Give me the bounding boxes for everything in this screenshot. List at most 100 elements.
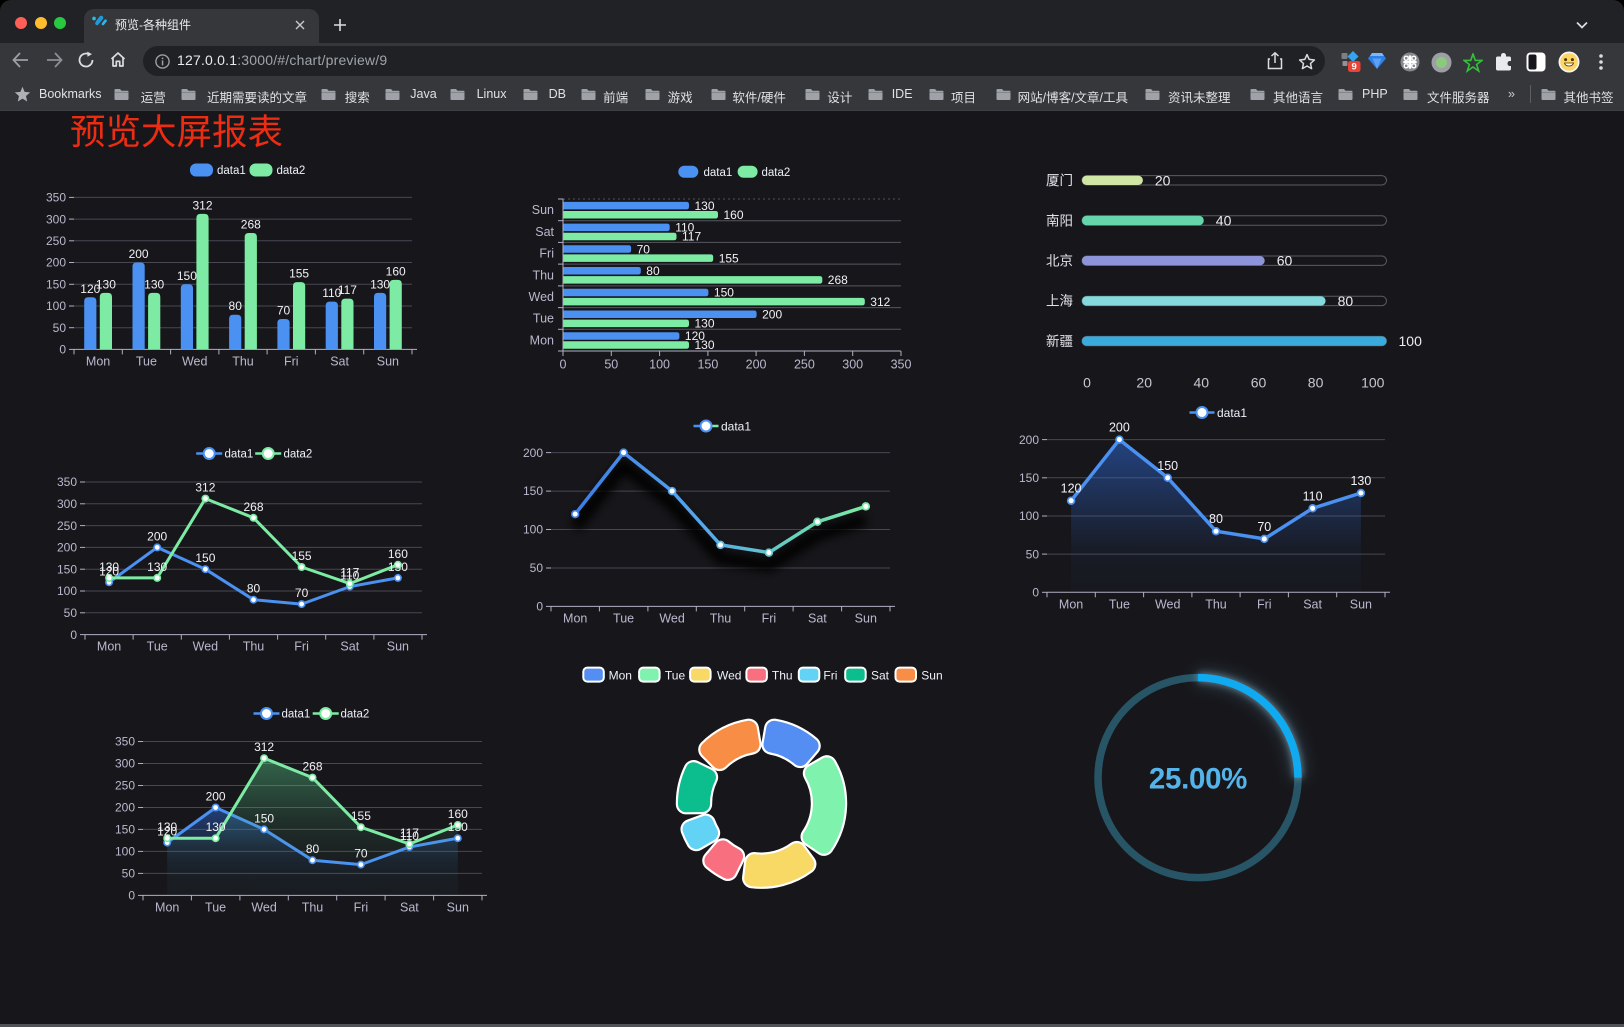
svg-text:Wed: Wed (659, 612, 685, 626)
svg-text:130: 130 (99, 560, 119, 574)
svg-text:155: 155 (351, 809, 371, 823)
svg-text:155: 155 (292, 549, 312, 563)
svg-text:200: 200 (57, 541, 77, 555)
svg-text:80: 80 (247, 582, 261, 596)
svg-text:Wed: Wed (182, 355, 208, 369)
svg-text:预览大屏报表: 预览大屏报表 (70, 112, 283, 152)
svg-text:Sat: Sat (808, 612, 827, 626)
svg-text:120: 120 (1061, 482, 1082, 496)
svg-text:20: 20 (1136, 375, 1152, 391)
svg-text:Sat: Sat (871, 669, 890, 683)
svg-text:350: 350 (115, 735, 135, 749)
svg-text:100: 100 (57, 584, 77, 598)
svg-text:40: 40 (1194, 375, 1210, 391)
svg-text:117: 117 (338, 283, 357, 297)
svg-text:150: 150 (714, 286, 734, 300)
svg-text:9: 9 (1352, 62, 1357, 72)
svg-text:150: 150 (523, 484, 543, 498)
svg-text:110: 110 (322, 286, 341, 300)
svg-text:Fri: Fri (762, 612, 777, 626)
svg-text:Thu: Thu (243, 640, 265, 654)
svg-text:100: 100 (1019, 509, 1039, 523)
svg-text:Fri: Fri (823, 669, 837, 683)
svg-text:120: 120 (157, 825, 177, 839)
svg-text:350: 350 (891, 358, 912, 372)
svg-text:Tue: Tue (613, 612, 634, 626)
svg-text:250: 250 (57, 519, 77, 533)
svg-text:0: 0 (70, 628, 77, 642)
svg-text:Wed: Wed (529, 290, 555, 304)
svg-text:100: 100 (115, 845, 135, 859)
svg-text:50: 50 (604, 358, 618, 372)
svg-text:Mon: Mon (97, 640, 121, 654)
svg-text:data2: data2 (341, 709, 370, 721)
svg-text:110: 110 (400, 829, 419, 843)
svg-text:268: 268 (828, 273, 848, 287)
svg-text:130: 130 (96, 277, 116, 291)
svg-text:130: 130 (147, 560, 167, 574)
svg-text:200: 200 (206, 790, 226, 804)
svg-text:130: 130 (144, 277, 164, 291)
svg-text:80: 80 (1209, 512, 1223, 526)
svg-text:Thu: Thu (710, 612, 732, 626)
svg-text:Thu: Thu (232, 355, 254, 369)
svg-text:data1: data1 (225, 449, 254, 461)
svg-text:Thu: Thu (532, 268, 554, 282)
svg-text:25.00%: 25.00% (1149, 763, 1247, 796)
svg-text:Sat: Sat (535, 225, 554, 239)
svg-text:Sat: Sat (340, 640, 359, 654)
svg-text:130: 130 (388, 560, 408, 574)
svg-text:50: 50 (1026, 547, 1040, 561)
svg-text:110: 110 (675, 221, 694, 235)
svg-text:60: 60 (1251, 375, 1267, 391)
svg-text:150: 150 (1157, 459, 1178, 473)
svg-text:150: 150 (177, 269, 197, 283)
svg-text:厦门: 厦门 (1046, 173, 1073, 188)
svg-text:110: 110 (1303, 489, 1323, 503)
svg-text:300: 300 (46, 212, 66, 226)
svg-text:80: 80 (229, 299, 243, 313)
svg-text:80: 80 (1338, 293, 1354, 309)
svg-text:Sun: Sun (1350, 598, 1372, 612)
svg-text:Sun: Sun (387, 640, 409, 654)
svg-text:250: 250 (115, 779, 135, 793)
svg-text:上海: 上海 (1046, 294, 1073, 309)
svg-text:150: 150 (115, 823, 135, 837)
svg-text:40: 40 (1216, 213, 1232, 229)
svg-text:Fri: Fri (294, 640, 309, 654)
svg-text:50: 50 (53, 321, 67, 335)
svg-text:60: 60 (1277, 253, 1293, 269)
svg-text:Tue: Tue (205, 901, 226, 915)
svg-text:0: 0 (536, 600, 543, 614)
svg-text:50: 50 (530, 561, 544, 575)
svg-text:Fri: Fri (354, 901, 369, 915)
svg-text:Mon: Mon (86, 355, 110, 369)
svg-text:312: 312 (870, 295, 890, 309)
svg-text:150: 150 (46, 278, 66, 292)
svg-text:150: 150 (1019, 471, 1039, 485)
svg-text:Sat: Sat (1303, 598, 1322, 612)
svg-text:Sun: Sun (447, 901, 469, 915)
svg-text:北京: 北京 (1046, 254, 1073, 269)
svg-text:150: 150 (697, 358, 718, 372)
svg-text:80: 80 (646, 264, 660, 278)
svg-text:Tue: Tue (533, 312, 554, 326)
svg-text:100: 100 (46, 299, 66, 313)
svg-text:Sun: Sun (377, 355, 399, 369)
svg-text:Wed: Wed (193, 640, 219, 654)
svg-text:Fri: Fri (1257, 598, 1272, 612)
svg-text:100: 100 (649, 358, 670, 372)
svg-text:350: 350 (46, 191, 66, 205)
svg-text:70: 70 (1257, 520, 1271, 534)
svg-text:300: 300 (115, 757, 135, 771)
svg-text:250: 250 (794, 358, 815, 372)
svg-text:200: 200 (1109, 421, 1130, 435)
svg-text:160: 160 (388, 547, 408, 561)
svg-text:130: 130 (157, 820, 177, 834)
svg-text:Tue: Tue (1109, 598, 1130, 612)
svg-text:Wed: Wed (1155, 598, 1181, 612)
svg-text:Mon: Mon (155, 901, 179, 915)
svg-text:Tue: Tue (147, 640, 168, 654)
svg-text:200: 200 (762, 307, 782, 321)
svg-text:data1: data1 (704, 167, 733, 179)
